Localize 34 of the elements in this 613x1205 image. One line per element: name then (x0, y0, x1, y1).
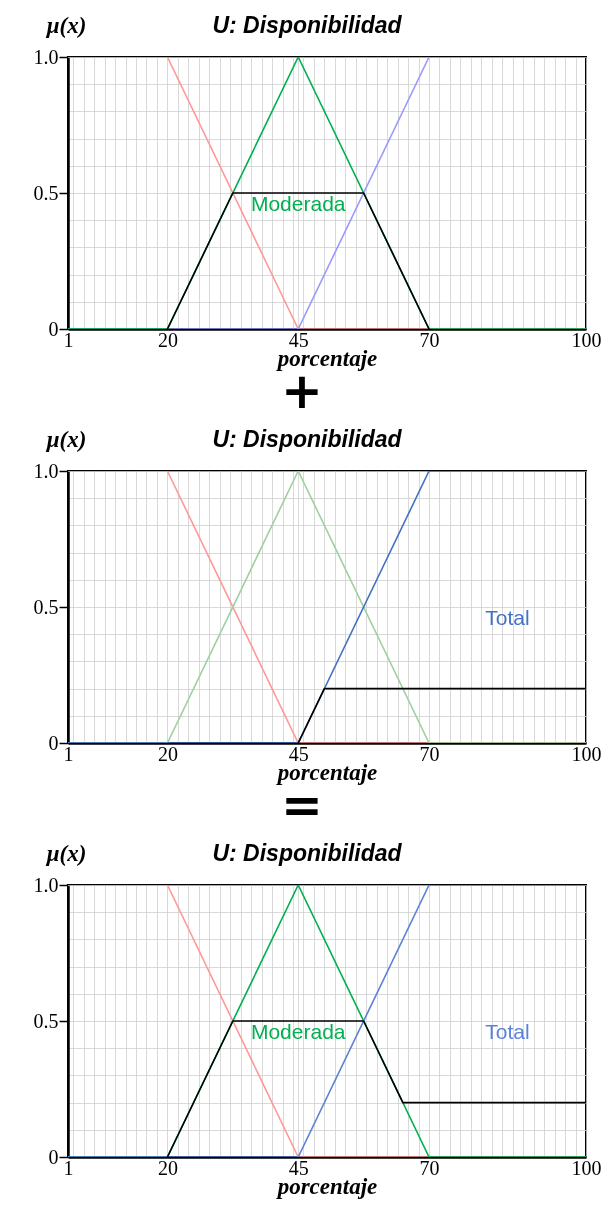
y-tick-label: 1.0 (33, 873, 59, 896)
chart-title: U: Disponibilidad (212, 426, 403, 452)
x-tick-label: 45 (288, 328, 309, 351)
y-axis-title: μ(x) (45, 12, 87, 38)
y-tick-label: 0 (48, 317, 59, 340)
x-tick-label: 1 (63, 1156, 74, 1179)
x-tick-label: 1 (63, 742, 74, 765)
y-tick-label: 0.5 (33, 181, 59, 204)
x-tick-label: 1 (63, 328, 74, 351)
y-tick-label: 0 (48, 1145, 59, 1168)
x-tick-label: 20 (157, 328, 178, 351)
text: Total (485, 1020, 530, 1043)
x-tick-label: 70 (419, 742, 440, 765)
series-label: Moderada (250, 1020, 346, 1043)
y-tick-label: 0.5 (33, 1009, 59, 1032)
chart-title: U: Disponibilidad (212, 840, 403, 866)
x-tick-label: 70 (419, 1156, 440, 1179)
y-axis-title: μ(x) (45, 840, 87, 866)
x-tick-label: 100 (571, 742, 602, 765)
x-tick-label: 100 (571, 1156, 602, 1179)
y-axis-title: μ(x) (45, 426, 87, 452)
x-tick-label: 100 (571, 328, 602, 351)
y-tick-label: 1.0 (33, 45, 59, 68)
x-tick-label: 45 (288, 742, 309, 765)
x-tick-label: 20 (157, 742, 178, 765)
y-tick-label: 1.0 (33, 459, 59, 482)
x-tick-label: 70 (419, 328, 440, 351)
text: Total (485, 606, 530, 629)
y-tick-label: 0 (48, 731, 59, 754)
chart-title: U: Disponibilidad (212, 12, 403, 38)
y-tick-label: 0.5 (33, 595, 59, 618)
x-tick-label: 45 (288, 1156, 309, 1179)
x-tick-label: 20 (157, 1156, 178, 1179)
series-label: Moderada (250, 192, 346, 215)
